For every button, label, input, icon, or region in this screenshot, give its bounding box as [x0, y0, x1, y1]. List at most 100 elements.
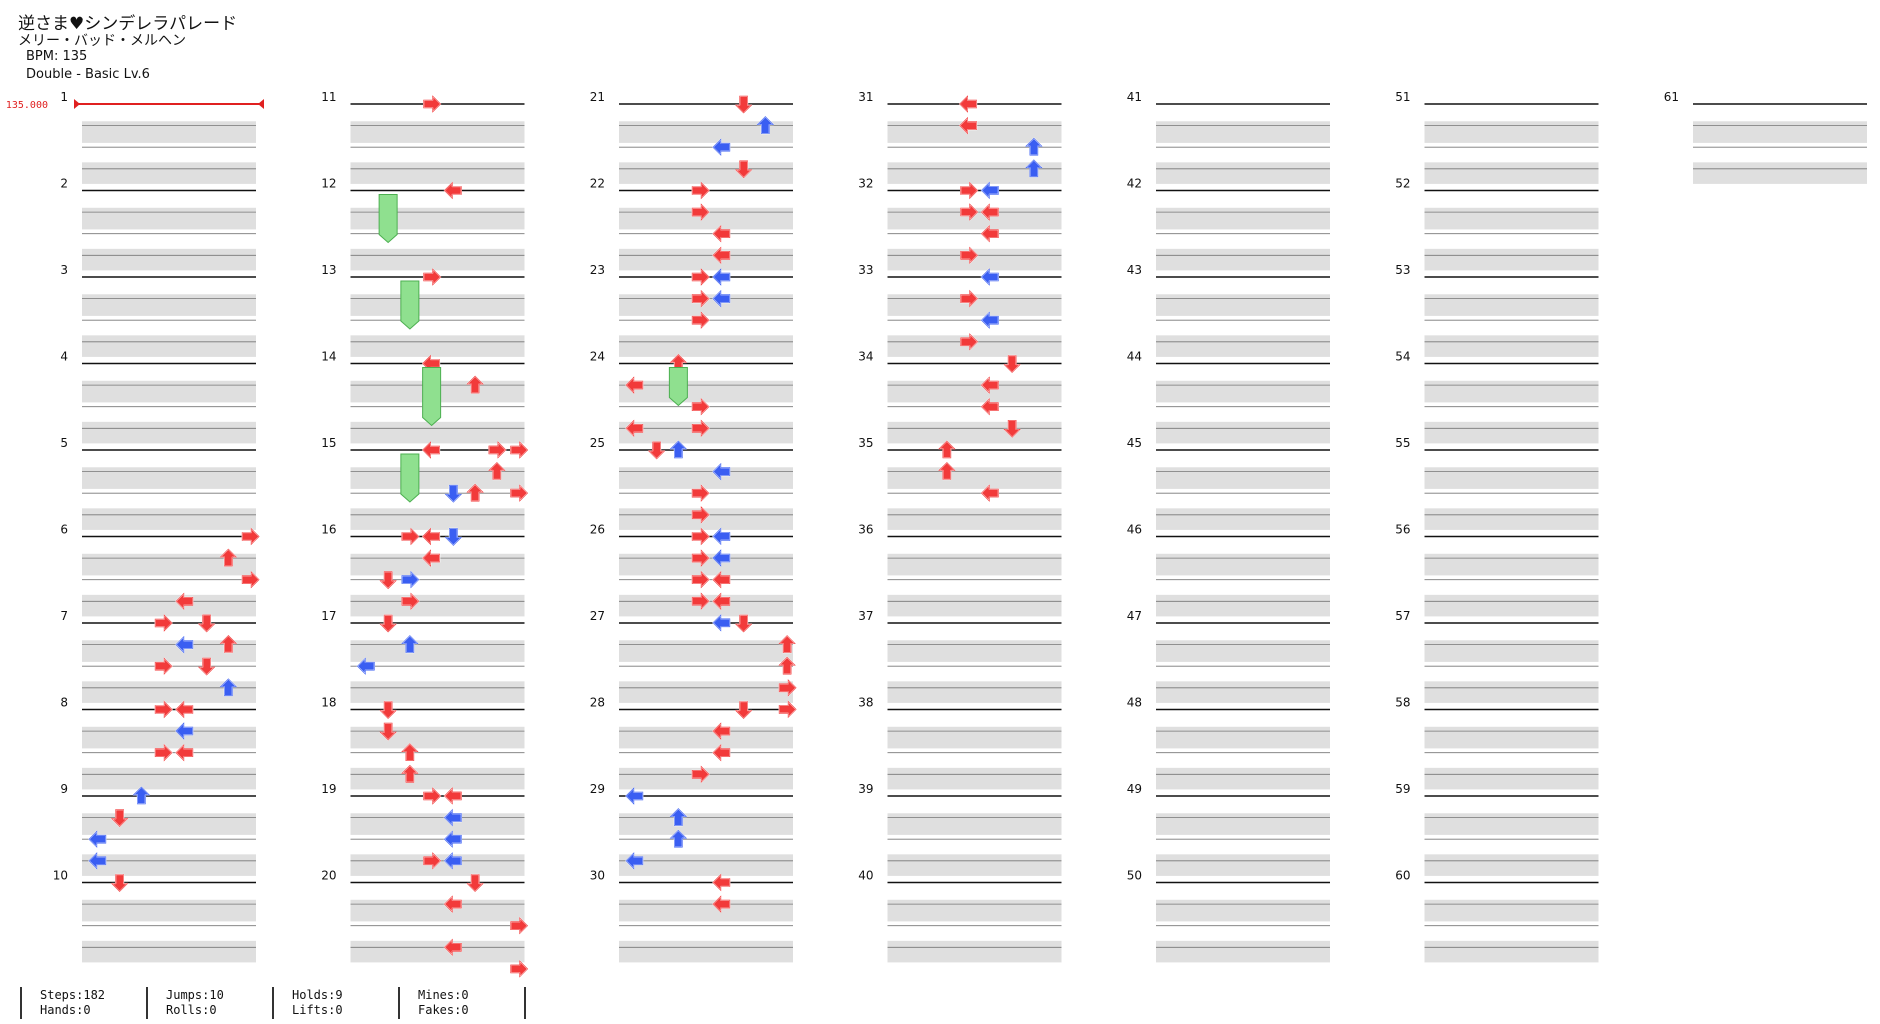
- note-arrow: [712, 549, 731, 567]
- measure-number: 47: [1127, 609, 1142, 623]
- note-arrow: [734, 160, 753, 179]
- measure-band: [887, 681, 1062, 703]
- measure-band: [887, 813, 1062, 835]
- measure-band: [1156, 899, 1330, 922]
- note-arrow: [444, 484, 463, 503]
- note-arrow: [691, 570, 710, 589]
- note-arrow: [154, 700, 173, 719]
- note-arrow: [154, 614, 173, 632]
- measure-30: 30: [590, 869, 793, 963]
- measure-band: [619, 207, 793, 230]
- measure-5: 5: [60, 436, 256, 530]
- measure-23: 23: [590, 263, 793, 357]
- measure-band: [350, 899, 525, 922]
- measure-34: 34: [858, 350, 1062, 444]
- note-arrow: [691, 484, 710, 502]
- measure-band: [82, 467, 256, 489]
- measure-band: [350, 940, 525, 963]
- measure-number: 33: [858, 263, 873, 277]
- measure-number: 56: [1395, 523, 1410, 537]
- note-arrow: [423, 95, 442, 113]
- measure-band: [1156, 681, 1330, 703]
- measure-band: [619, 508, 793, 530]
- measure-number: 6: [60, 523, 68, 537]
- note-arrow: [625, 787, 644, 805]
- measure-band: [619, 294, 793, 316]
- note-arrow: [443, 787, 462, 805]
- note-arrow: [980, 224, 999, 243]
- measure-20: 20: [321, 869, 525, 963]
- note-arrow: [219, 548, 238, 567]
- measure-number: 29: [590, 782, 605, 796]
- hold-body: [400, 453, 420, 503]
- measure-band: [1156, 207, 1330, 230]
- measure-band: [350, 294, 525, 316]
- measure-13: 13: [321, 263, 525, 357]
- measure-band: [1424, 335, 1599, 357]
- measure-2: 2: [60, 177, 256, 271]
- measure-number: 54: [1395, 350, 1410, 364]
- note-arrow: [980, 268, 999, 286]
- measure-25: 25: [590, 436, 793, 530]
- measure-band: [619, 767, 793, 790]
- measure-number: 45: [1127, 436, 1142, 450]
- measure-band: [1424, 813, 1599, 835]
- measure-band: [82, 508, 256, 530]
- measure-number: 20: [321, 869, 336, 883]
- note-arrow: [734, 95, 753, 114]
- stat-lifts: Lifts:0: [292, 1003, 343, 1017]
- measure-band: [1424, 899, 1599, 922]
- measure-band: [1156, 121, 1330, 143]
- note-arrow: [110, 873, 129, 893]
- note-arrow: [712, 570, 731, 589]
- measure-12: 12: [321, 177, 525, 271]
- measure-36: 36: [858, 523, 1062, 617]
- measure-48: 48: [1127, 696, 1330, 790]
- measure-band: [82, 594, 256, 617]
- measure-55: 55: [1395, 436, 1599, 530]
- measure-number: 22: [590, 177, 605, 191]
- measure-6: 6: [60, 523, 256, 617]
- measure-number: 27: [590, 609, 605, 623]
- measure-number: 21: [590, 90, 605, 104]
- note-arrow: [401, 570, 420, 589]
- note-arrow: [980, 181, 999, 200]
- measure-22: 22: [590, 177, 793, 271]
- measure-number: 34: [858, 350, 873, 364]
- note-arrow: [691, 311, 710, 329]
- measure-56: 56: [1395, 523, 1599, 617]
- measure-46: 46: [1127, 523, 1330, 617]
- note-arrow: [510, 916, 529, 935]
- note-arrow: [197, 614, 216, 633]
- note-arrow: [401, 527, 420, 546]
- note-arrow: [175, 743, 194, 762]
- measure-49: 49: [1127, 782, 1330, 876]
- measure-band: [82, 421, 256, 444]
- song-artist: メリー・バッド・メルヘン: [18, 33, 186, 49]
- measure-number: 12: [321, 177, 336, 191]
- measure-band: [1424, 681, 1599, 703]
- note-arrow: [712, 246, 731, 265]
- note-arrow: [88, 830, 107, 848]
- measure-number: 15: [321, 436, 336, 450]
- note-arrow: [959, 116, 978, 135]
- note-arrow: [625, 376, 644, 394]
- note-arrow: [379, 700, 397, 720]
- note-arrow: [466, 375, 484, 394]
- measure-band: [619, 594, 793, 617]
- measure-number: 32: [858, 177, 873, 191]
- note-arrow: [241, 570, 260, 589]
- measure-number: 59: [1395, 782, 1410, 796]
- measure-band: [1156, 940, 1330, 963]
- measure-24: 24: [590, 350, 793, 444]
- note-arrow: [712, 743, 731, 762]
- note-arrow: [1025, 159, 1043, 178]
- measure-band: [82, 726, 256, 749]
- note-arrow: [712, 527, 731, 546]
- measure-number: 50: [1127, 869, 1142, 883]
- measure-band: [1424, 726, 1599, 749]
- measure-band: [887, 940, 1062, 963]
- measure-band: [1156, 508, 1330, 530]
- note-arrow: [960, 289, 979, 308]
- stat-jumps: Jumps:10: [166, 988, 224, 1002]
